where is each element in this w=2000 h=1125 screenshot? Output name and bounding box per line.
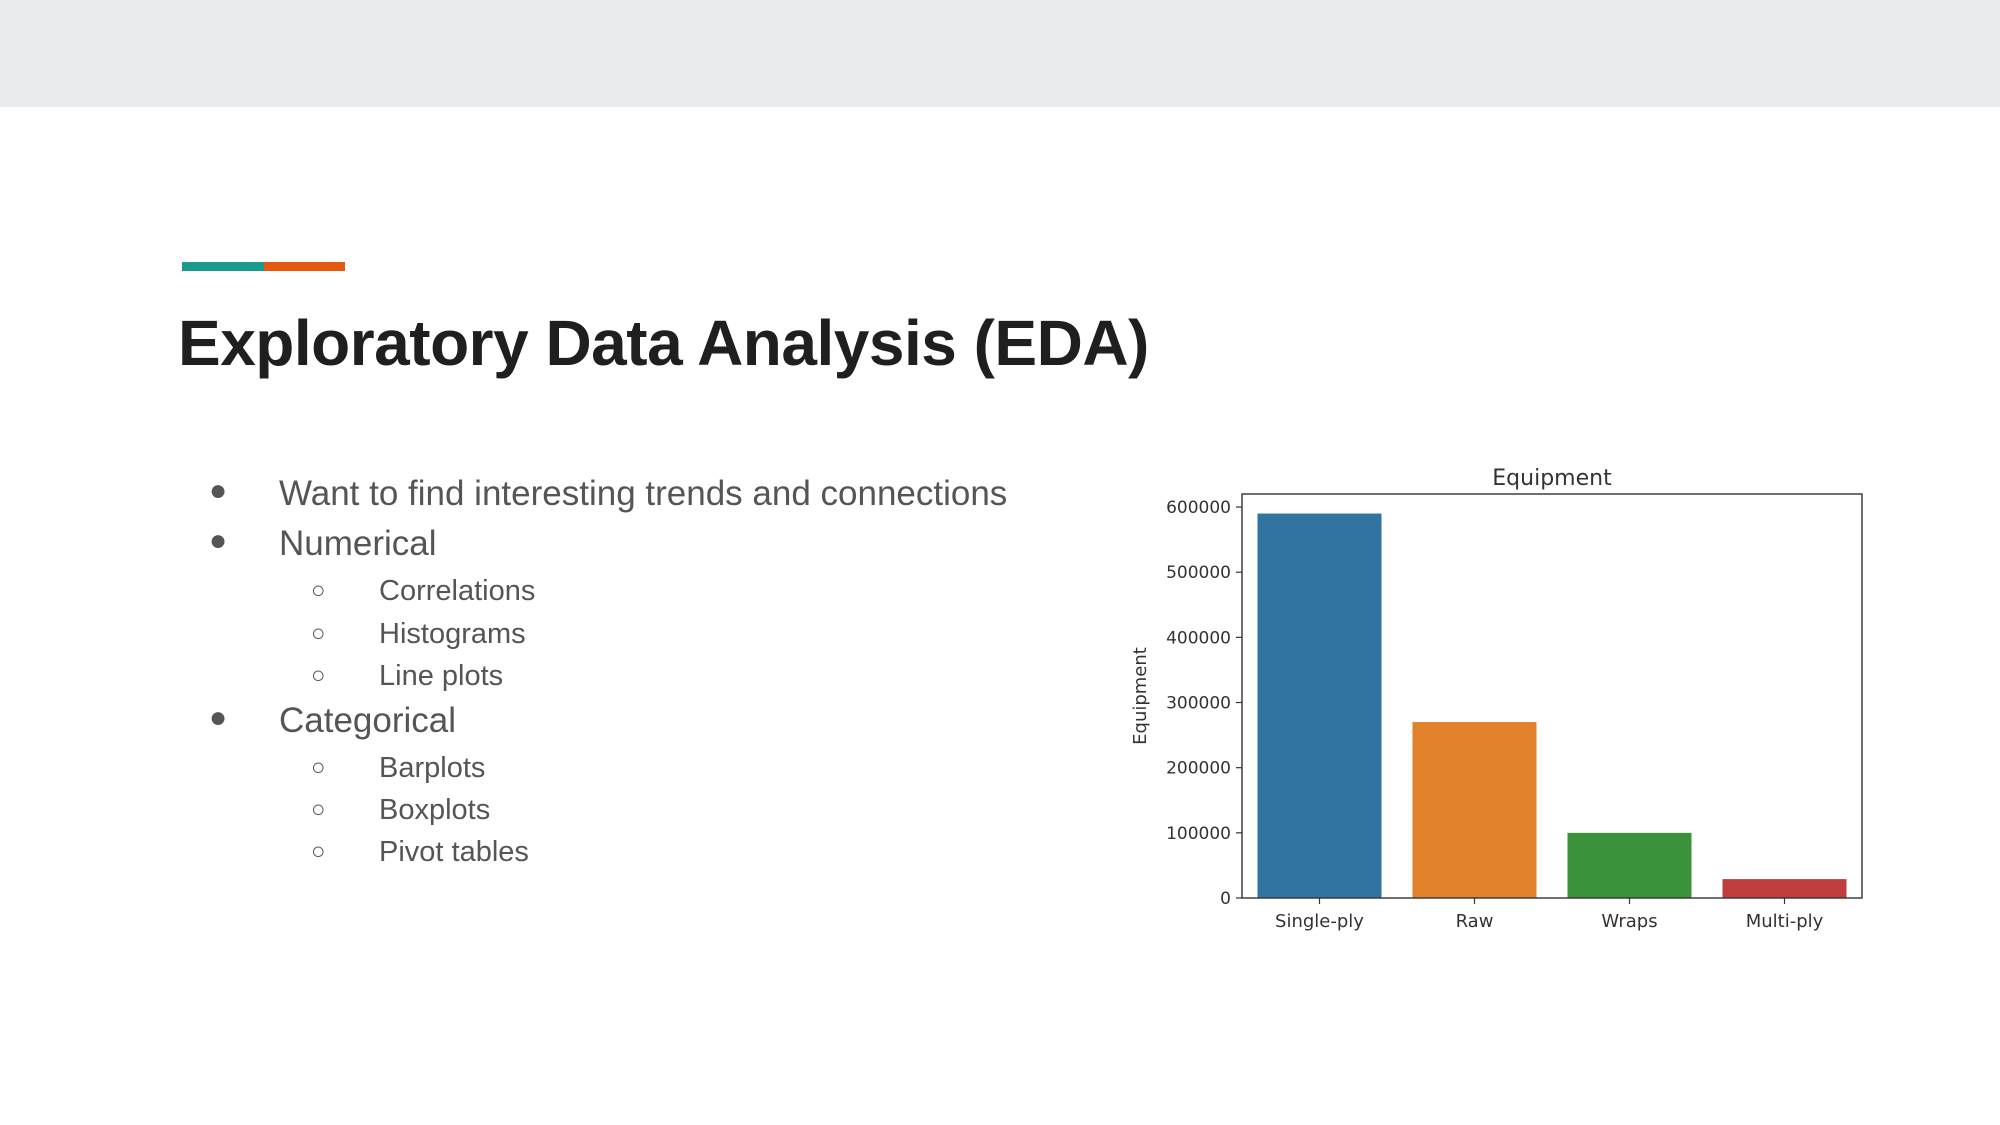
x-tick-label: Multi-ply (1746, 911, 1824, 932)
sub-bullet-item: ○ Barplots (311, 752, 486, 785)
chart-title: Equipment (1492, 466, 1612, 491)
x-tick-label: Raw (1456, 911, 1494, 932)
sub-bullet-item: ○ Pivot tables (311, 836, 529, 869)
y-tick-label: 400000 (1166, 628, 1231, 648)
sub-bullet-text: Pivot tables (379, 836, 529, 868)
sub-bullet-item: ○ Line plots (311, 660, 504, 693)
sub-bullet-marker-icon: ○ (311, 620, 326, 647)
y-axis-label: Equipment (1130, 647, 1151, 745)
sub-bullet-item: ○ Histograms (311, 618, 526, 651)
y-tick-label: 600000 (1166, 498, 1231, 518)
sub-bullet-text: Boxplots (379, 794, 491, 826)
accent-bar-orange (264, 262, 345, 271)
slide-title: Exploratory Data Analysis (EDA) (178, 307, 1149, 379)
bullet-marker-icon: ● (209, 474, 228, 507)
bullet-item: ● Categorical (209, 701, 457, 741)
sub-bullet-text: Line plots (379, 660, 504, 692)
bar-raw (1412, 722, 1537, 898)
sub-bullet-item: ○ Correlations (311, 575, 536, 608)
y-tick-label: 500000 (1166, 563, 1231, 583)
bullet-item: ● Want to find interesting trends and co… (209, 474, 1008, 514)
plot-frame (1241, 493, 1863, 899)
x-tick-label: Single-ply (1275, 911, 1364, 932)
bar-chart-svg: Equipment Equipment Single-ply Raw Wraps Mult… (1130, 466, 1863, 932)
bullet-marker-icon: ● (209, 524, 228, 557)
bullet-item: ● Numerical (209, 524, 437, 564)
slide-canvas (0, 107, 2000, 1125)
y-tick-label: 0 (1220, 889, 1231, 909)
bar-multi-ply (1722, 879, 1847, 898)
sub-bullet-marker-icon: ○ (311, 754, 326, 781)
sub-bullet-item: ○ Boxplots (311, 794, 491, 827)
accent-bar-teal (182, 262, 264, 271)
top-bar (0, 0, 2000, 107)
sub-bullet-marker-icon: ○ (311, 796, 326, 823)
sub-bullet-marker-icon: ○ (311, 662, 326, 689)
y-tick-label: 300000 (1166, 694, 1231, 714)
sub-bullet-marker-icon: ○ (311, 838, 326, 865)
bar-single-ply (1257, 513, 1382, 898)
y-tick-label: 200000 (1166, 759, 1231, 779)
y-tick-label: 100000 (1166, 824, 1231, 844)
bullet-marker-icon: ● (209, 701, 228, 734)
bullet-text: Want to find interesting trends and conn… (279, 474, 1008, 513)
bar-wraps (1567, 832, 1692, 898)
sub-bullet-marker-icon: ○ (311, 577, 326, 604)
sub-bullet-text: Barplots (379, 752, 486, 784)
sub-bullet-text: Correlations (379, 575, 536, 607)
equipment-chart: Equipment Equipment Single-ply Raw Wraps Mult… (1110, 455, 1890, 960)
bullet-text: Categorical (279, 701, 457, 740)
sub-bullet-text: Histograms (379, 618, 526, 650)
bullet-text: Numerical (279, 524, 437, 563)
x-tick-label: Wraps (1601, 911, 1657, 932)
